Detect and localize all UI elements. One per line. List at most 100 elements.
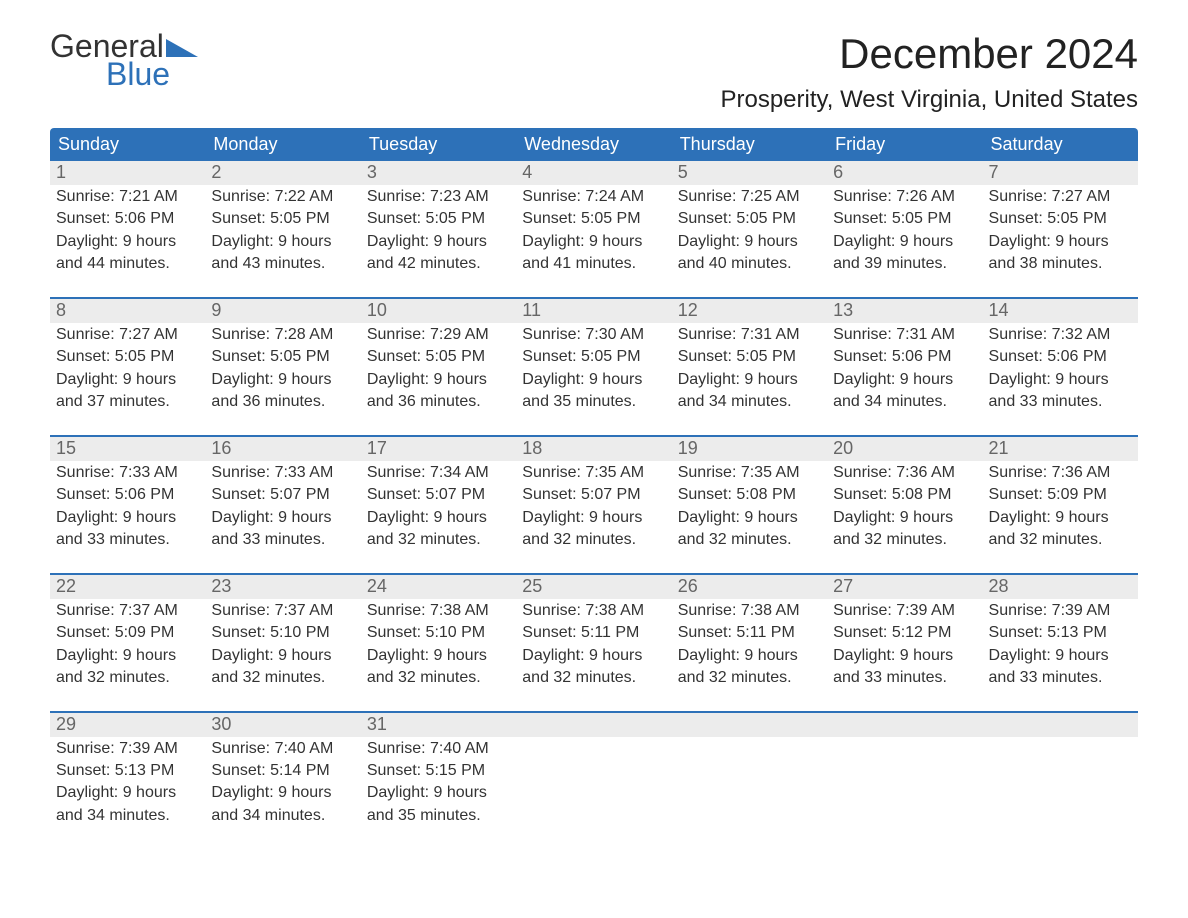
day-number: 18 — [516, 437, 671, 461]
sunset-line: Sunset: 5:09 PM — [50, 621, 205, 643]
day-number-empty — [516, 713, 671, 737]
day-number: 8 — [50, 299, 205, 323]
sunset-line: Sunset: 5:05 PM — [50, 345, 205, 367]
calendar-cell: 14Sunrise: 7:32 AMSunset: 5:06 PMDayligh… — [983, 299, 1138, 419]
sunrise-line: Sunrise: 7:38 AM — [516, 599, 671, 621]
sunset-line: Sunset: 5:05 PM — [361, 207, 516, 229]
day-number: 30 — [205, 713, 360, 737]
daylight-line-1: Daylight: 9 hours — [827, 644, 982, 666]
day-number: 15 — [50, 437, 205, 461]
daylight-line-2: and 43 minutes. — [205, 252, 360, 274]
daylight-line-1: Daylight: 9 hours — [50, 368, 205, 390]
sunrise-line: Sunrise: 7:35 AM — [516, 461, 671, 483]
sunset-line: Sunset: 5:06 PM — [50, 483, 205, 505]
calendar-cell: 28Sunrise: 7:39 AMSunset: 5:13 PMDayligh… — [983, 575, 1138, 695]
calendar-cell: 17Sunrise: 7:34 AMSunset: 5:07 PMDayligh… — [361, 437, 516, 557]
daylight-line-1: Daylight: 9 hours — [361, 781, 516, 803]
day-number: 23 — [205, 575, 360, 599]
calendar-cell: 13Sunrise: 7:31 AMSunset: 5:06 PMDayligh… — [827, 299, 982, 419]
sunrise-line: Sunrise: 7:39 AM — [983, 599, 1138, 621]
sunset-line: Sunset: 5:05 PM — [827, 207, 982, 229]
daylight-line-1: Daylight: 9 hours — [205, 230, 360, 252]
daylight-line-1: Daylight: 9 hours — [516, 230, 671, 252]
calendar-cell: 18Sunrise: 7:35 AMSunset: 5:07 PMDayligh… — [516, 437, 671, 557]
sunrise-line: Sunrise: 7:36 AM — [827, 461, 982, 483]
sunset-line: Sunset: 5:08 PM — [672, 483, 827, 505]
daylight-line-1: Daylight: 9 hours — [516, 368, 671, 390]
sunset-line: Sunset: 5:07 PM — [205, 483, 360, 505]
sunset-line: Sunset: 5:05 PM — [361, 345, 516, 367]
sunset-line: Sunset: 5:05 PM — [672, 345, 827, 367]
sunrise-line: Sunrise: 7:26 AM — [827, 185, 982, 207]
daylight-line-1: Daylight: 9 hours — [361, 644, 516, 666]
daylight-line-2: and 32 minutes. — [672, 528, 827, 550]
day-number: 4 — [516, 161, 671, 185]
logo-text-bottom: Blue — [50, 58, 198, 90]
daylight-line-2: and 36 minutes. — [205, 390, 360, 412]
calendar-cell: 8Sunrise: 7:27 AMSunset: 5:05 PMDaylight… — [50, 299, 205, 419]
calendar-cell: 24Sunrise: 7:38 AMSunset: 5:10 PMDayligh… — [361, 575, 516, 695]
day-number: 9 — [205, 299, 360, 323]
daylight-line-2: and 33 minutes. — [983, 390, 1138, 412]
calendar-cell: 1Sunrise: 7:21 AMSunset: 5:06 PMDaylight… — [50, 161, 205, 281]
day-number: 1 — [50, 161, 205, 185]
calendar-week: 29Sunrise: 7:39 AMSunset: 5:13 PMDayligh… — [50, 711, 1138, 833]
sunrise-line: Sunrise: 7:37 AM — [50, 599, 205, 621]
calendar-cell: 2Sunrise: 7:22 AMSunset: 5:05 PMDaylight… — [205, 161, 360, 281]
day-number: 13 — [827, 299, 982, 323]
sunset-line: Sunset: 5:15 PM — [361, 759, 516, 781]
daylight-line-1: Daylight: 9 hours — [361, 506, 516, 528]
daylight-line-1: Daylight: 9 hours — [516, 506, 671, 528]
day-number: 2 — [205, 161, 360, 185]
daylight-line-2: and 34 minutes. — [827, 390, 982, 412]
daylight-line-2: and 33 minutes. — [205, 528, 360, 550]
daylight-line-2: and 40 minutes. — [672, 252, 827, 274]
calendar-cell: 19Sunrise: 7:35 AMSunset: 5:08 PMDayligh… — [672, 437, 827, 557]
daylight-line-1: Daylight: 9 hours — [50, 506, 205, 528]
day-number: 14 — [983, 299, 1138, 323]
sunrise-line: Sunrise: 7:38 AM — [361, 599, 516, 621]
sunset-line: Sunset: 5:08 PM — [827, 483, 982, 505]
dow-wednesday: Wednesday — [516, 128, 671, 161]
sunset-line: Sunset: 5:06 PM — [50, 207, 205, 229]
logo: General Blue — [50, 30, 198, 90]
day-number: 29 — [50, 713, 205, 737]
day-number: 19 — [672, 437, 827, 461]
calendar-cell: 6Sunrise: 7:26 AMSunset: 5:05 PMDaylight… — [827, 161, 982, 281]
sunrise-line: Sunrise: 7:22 AM — [205, 185, 360, 207]
daylight-line-1: Daylight: 9 hours — [516, 644, 671, 666]
calendar-cell: 29Sunrise: 7:39 AMSunset: 5:13 PMDayligh… — [50, 713, 205, 833]
calendar-cell: 21Sunrise: 7:36 AMSunset: 5:09 PMDayligh… — [983, 437, 1138, 557]
day-number-empty — [983, 713, 1138, 737]
sunrise-line: Sunrise: 7:34 AM — [361, 461, 516, 483]
location-subtitle: Prosperity, West Virginia, United States — [720, 86, 1138, 114]
day-number-empty — [827, 713, 982, 737]
sunrise-line: Sunrise: 7:38 AM — [672, 599, 827, 621]
daylight-line-2: and 34 minutes. — [205, 804, 360, 826]
calendar-cell: 30Sunrise: 7:40 AMSunset: 5:14 PMDayligh… — [205, 713, 360, 833]
sunset-line: Sunset: 5:06 PM — [983, 345, 1138, 367]
calendar-week: 8Sunrise: 7:27 AMSunset: 5:05 PMDaylight… — [50, 297, 1138, 419]
daylight-line-1: Daylight: 9 hours — [672, 230, 827, 252]
daylight-line-1: Daylight: 9 hours — [205, 781, 360, 803]
sunset-line: Sunset: 5:14 PM — [205, 759, 360, 781]
day-number: 6 — [827, 161, 982, 185]
calendar-cell: 10Sunrise: 7:29 AMSunset: 5:05 PMDayligh… — [361, 299, 516, 419]
sunrise-line: Sunrise: 7:40 AM — [361, 737, 516, 759]
daylight-line-2: and 35 minutes. — [516, 390, 671, 412]
daylight-line-1: Daylight: 9 hours — [672, 644, 827, 666]
daylight-line-1: Daylight: 9 hours — [205, 506, 360, 528]
daylight-line-2: and 32 minutes. — [361, 666, 516, 688]
daylight-line-2: and 44 minutes. — [50, 252, 205, 274]
daylight-line-2: and 32 minutes. — [361, 528, 516, 550]
calendar-cell: 3Sunrise: 7:23 AMSunset: 5:05 PMDaylight… — [361, 161, 516, 281]
sunrise-line: Sunrise: 7:24 AM — [516, 185, 671, 207]
daylight-line-2: and 32 minutes. — [516, 528, 671, 550]
daylight-line-2: and 34 minutes. — [672, 390, 827, 412]
sunrise-line: Sunrise: 7:27 AM — [50, 323, 205, 345]
calendar-cell: 26Sunrise: 7:38 AMSunset: 5:11 PMDayligh… — [672, 575, 827, 695]
daylight-line-1: Daylight: 9 hours — [50, 781, 205, 803]
daylight-line-2: and 32 minutes. — [983, 528, 1138, 550]
calendar-cell: 9Sunrise: 7:28 AMSunset: 5:05 PMDaylight… — [205, 299, 360, 419]
sunset-line: Sunset: 5:10 PM — [205, 621, 360, 643]
